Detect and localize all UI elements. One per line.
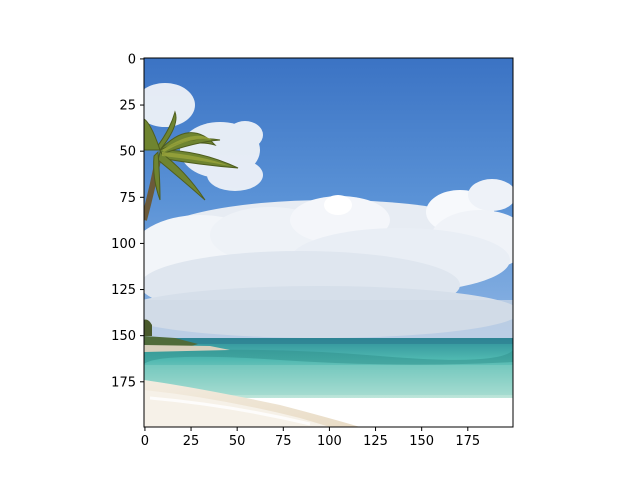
x-tick-label: 25 (183, 434, 200, 449)
x-axis: 0 25 50 75 100 125 150 175 (141, 427, 480, 449)
x-tick-label: 50 (229, 434, 246, 449)
x-tick-label: 175 (455, 434, 480, 449)
y-tick-label: 125 (111, 283, 136, 298)
y-tick-label: 50 (119, 145, 136, 160)
x-tick-label: 0 (141, 434, 149, 449)
cloud-bank (144, 179, 513, 340)
y-tick-label: 0 (128, 52, 136, 67)
y-tick-label: 175 (111, 375, 136, 390)
y-tick-label: 25 (119, 99, 136, 114)
x-tick-label: 100 (317, 434, 342, 449)
x-tick-label: 125 (363, 434, 388, 449)
palm-tree (144, 110, 239, 336)
x-tick-label: 150 (409, 434, 434, 449)
y-tick-label: 100 (111, 237, 136, 252)
axes-frame (143, 57, 514, 428)
y-tick-label: 150 (111, 329, 136, 344)
y-tick-label: 75 (119, 191, 136, 206)
beach-photo (144, 58, 513, 427)
x-tick-label: 75 (275, 434, 292, 449)
y-axis: 0 25 50 75 100 125 150 175 (111, 52, 144, 390)
